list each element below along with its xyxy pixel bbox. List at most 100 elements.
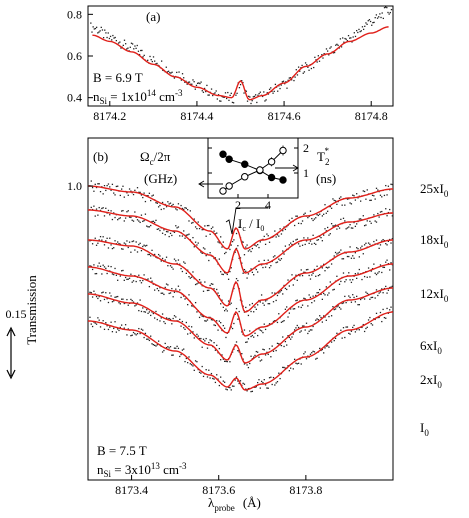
panel-b-data-point bbox=[181, 270, 184, 273]
panel-b-data-point bbox=[259, 241, 261, 243]
inset-x-axis-label: Ic / I0 bbox=[225, 207, 268, 235]
panel-b-data-point bbox=[189, 332, 191, 334]
panel-b-data-point bbox=[194, 226, 197, 228]
panel-a-data-point bbox=[188, 81, 191, 83]
panel-b-data-point bbox=[283, 226, 285, 228]
panel-b-data-point bbox=[367, 242, 370, 244]
panel-b-data-point bbox=[218, 384, 221, 387]
panel-b-data-point bbox=[128, 188, 131, 190]
panel-a-data-point bbox=[230, 92, 232, 94]
panel-b-data-point bbox=[94, 237, 96, 239]
panel-a-data-point bbox=[192, 79, 194, 81]
panel-b-data-point bbox=[205, 254, 207, 257]
panel-b-data-point bbox=[102, 236, 104, 238]
panel-b-data-point bbox=[307, 237, 309, 239]
panel-b-data-point bbox=[161, 292, 164, 294]
panel-b-data-point bbox=[193, 246, 195, 248]
panel-b-data-point bbox=[168, 347, 170, 349]
panel-b-data-point bbox=[295, 274, 297, 276]
panel-a-data-point bbox=[91, 31, 93, 33]
panel-b-data-point bbox=[119, 243, 121, 245]
panel-b-data-point bbox=[138, 274, 140, 276]
panel-b-data-point bbox=[303, 353, 305, 355]
panel-a-data-point bbox=[106, 36, 108, 39]
panel-b-data-point bbox=[130, 273, 132, 275]
panel-b-data-point bbox=[363, 224, 366, 227]
panel-b-data-point bbox=[132, 240, 135, 242]
panel-b-data-point bbox=[276, 294, 279, 297]
panel-b-measured-points bbox=[89, 180, 393, 393]
panel-b-data-point bbox=[123, 279, 125, 282]
panel-b-data-point bbox=[235, 307, 238, 310]
panel-b-data-point bbox=[278, 372, 280, 374]
panel-b-data-point bbox=[225, 251, 227, 254]
panel-b-data-point bbox=[177, 226, 180, 228]
panel-b-data-point bbox=[105, 322, 107, 324]
panel-b-data-point bbox=[150, 335, 152, 337]
panel-b-data-point bbox=[123, 196, 125, 198]
panel-b-data-point bbox=[386, 194, 388, 196]
panel-b-data-point bbox=[146, 244, 148, 247]
panel-b-data-point bbox=[233, 385, 235, 387]
panel-b-data-point bbox=[278, 292, 280, 294]
panel-a-data-point bbox=[365, 22, 367, 24]
panel-b-data-point bbox=[160, 292, 162, 294]
panel-b-data-point bbox=[184, 262, 186, 264]
panel-b-data-point bbox=[171, 323, 173, 325]
panel-b-data-point bbox=[118, 329, 120, 332]
inset-x-tick-label: 4 bbox=[265, 198, 271, 212]
panel-b-data-point bbox=[173, 291, 176, 293]
panel-b-data-point bbox=[131, 334, 133, 336]
panel-b-fit-line bbox=[88, 311, 394, 391]
panel-a-data-point bbox=[258, 92, 260, 95]
panel-b-data-point bbox=[235, 277, 238, 280]
panel-b-x-tick-label: 8173.4 bbox=[115, 483, 148, 497]
panel-b-data-point bbox=[381, 288, 383, 290]
panel-b-data-point bbox=[249, 330, 251, 332]
panel-a-data-point bbox=[366, 23, 368, 25]
panel-b-data-point bbox=[127, 278, 129, 280]
panel-b-data-point bbox=[280, 289, 283, 292]
panel-b-data-point bbox=[103, 266, 106, 268]
panel-a-data-point bbox=[373, 21, 375, 24]
panel-b-data-point bbox=[255, 245, 257, 247]
panel-b-data-point bbox=[183, 208, 185, 211]
panel-b-data-point bbox=[159, 204, 161, 207]
panel-b-data-point bbox=[227, 278, 230, 280]
panel-b-data-point bbox=[258, 260, 260, 262]
panel-b-data-point bbox=[152, 312, 154, 315]
panel-b-data-point bbox=[381, 240, 383, 242]
panel-b-data-point bbox=[371, 296, 374, 299]
panel-b-data-point bbox=[171, 204, 173, 207]
panel-b-data-point bbox=[336, 332, 338, 334]
panel-a-x-ticks: 8174.2 8174.4 8174.6 8174.8 bbox=[93, 101, 388, 123]
panel-a-data-point bbox=[207, 94, 209, 96]
panel-b-data-point bbox=[98, 239, 100, 241]
panel-b-data-point bbox=[288, 370, 290, 372]
panel-b-data-point bbox=[164, 233, 166, 236]
panel-a-fit-line bbox=[92, 26, 389, 101]
panel-b-data-point bbox=[276, 342, 279, 345]
panel-b-data-point bbox=[196, 244, 198, 246]
panel-b-data-point bbox=[106, 298, 108, 300]
panel-b-data-point bbox=[260, 264, 263, 266]
panel-b-data-point bbox=[389, 238, 391, 241]
panel-b-data-point bbox=[169, 232, 172, 235]
panel-b-data-point bbox=[111, 331, 114, 333]
panel-b-data-point bbox=[175, 225, 177, 227]
panel-b-data-point bbox=[266, 299, 268, 301]
panel-b-data-point bbox=[176, 209, 178, 211]
panel-b-data-point bbox=[134, 305, 136, 307]
panel-b-data-point bbox=[250, 355, 252, 357]
panel-b-data-point bbox=[350, 301, 353, 303]
panel-b-data-point bbox=[205, 337, 207, 340]
panel-b-data-point bbox=[101, 239, 103, 241]
panel-b-data-point bbox=[196, 333, 198, 336]
panel-b-data-point bbox=[223, 381, 226, 383]
panel-b-data-point bbox=[173, 347, 176, 349]
panel-a-data-point bbox=[187, 81, 189, 83]
panel-b-data-point bbox=[283, 253, 285, 255]
panel-b-data-point bbox=[382, 292, 384, 294]
panel-b-data-point bbox=[103, 184, 106, 187]
panel-b-data-point bbox=[181, 207, 184, 210]
